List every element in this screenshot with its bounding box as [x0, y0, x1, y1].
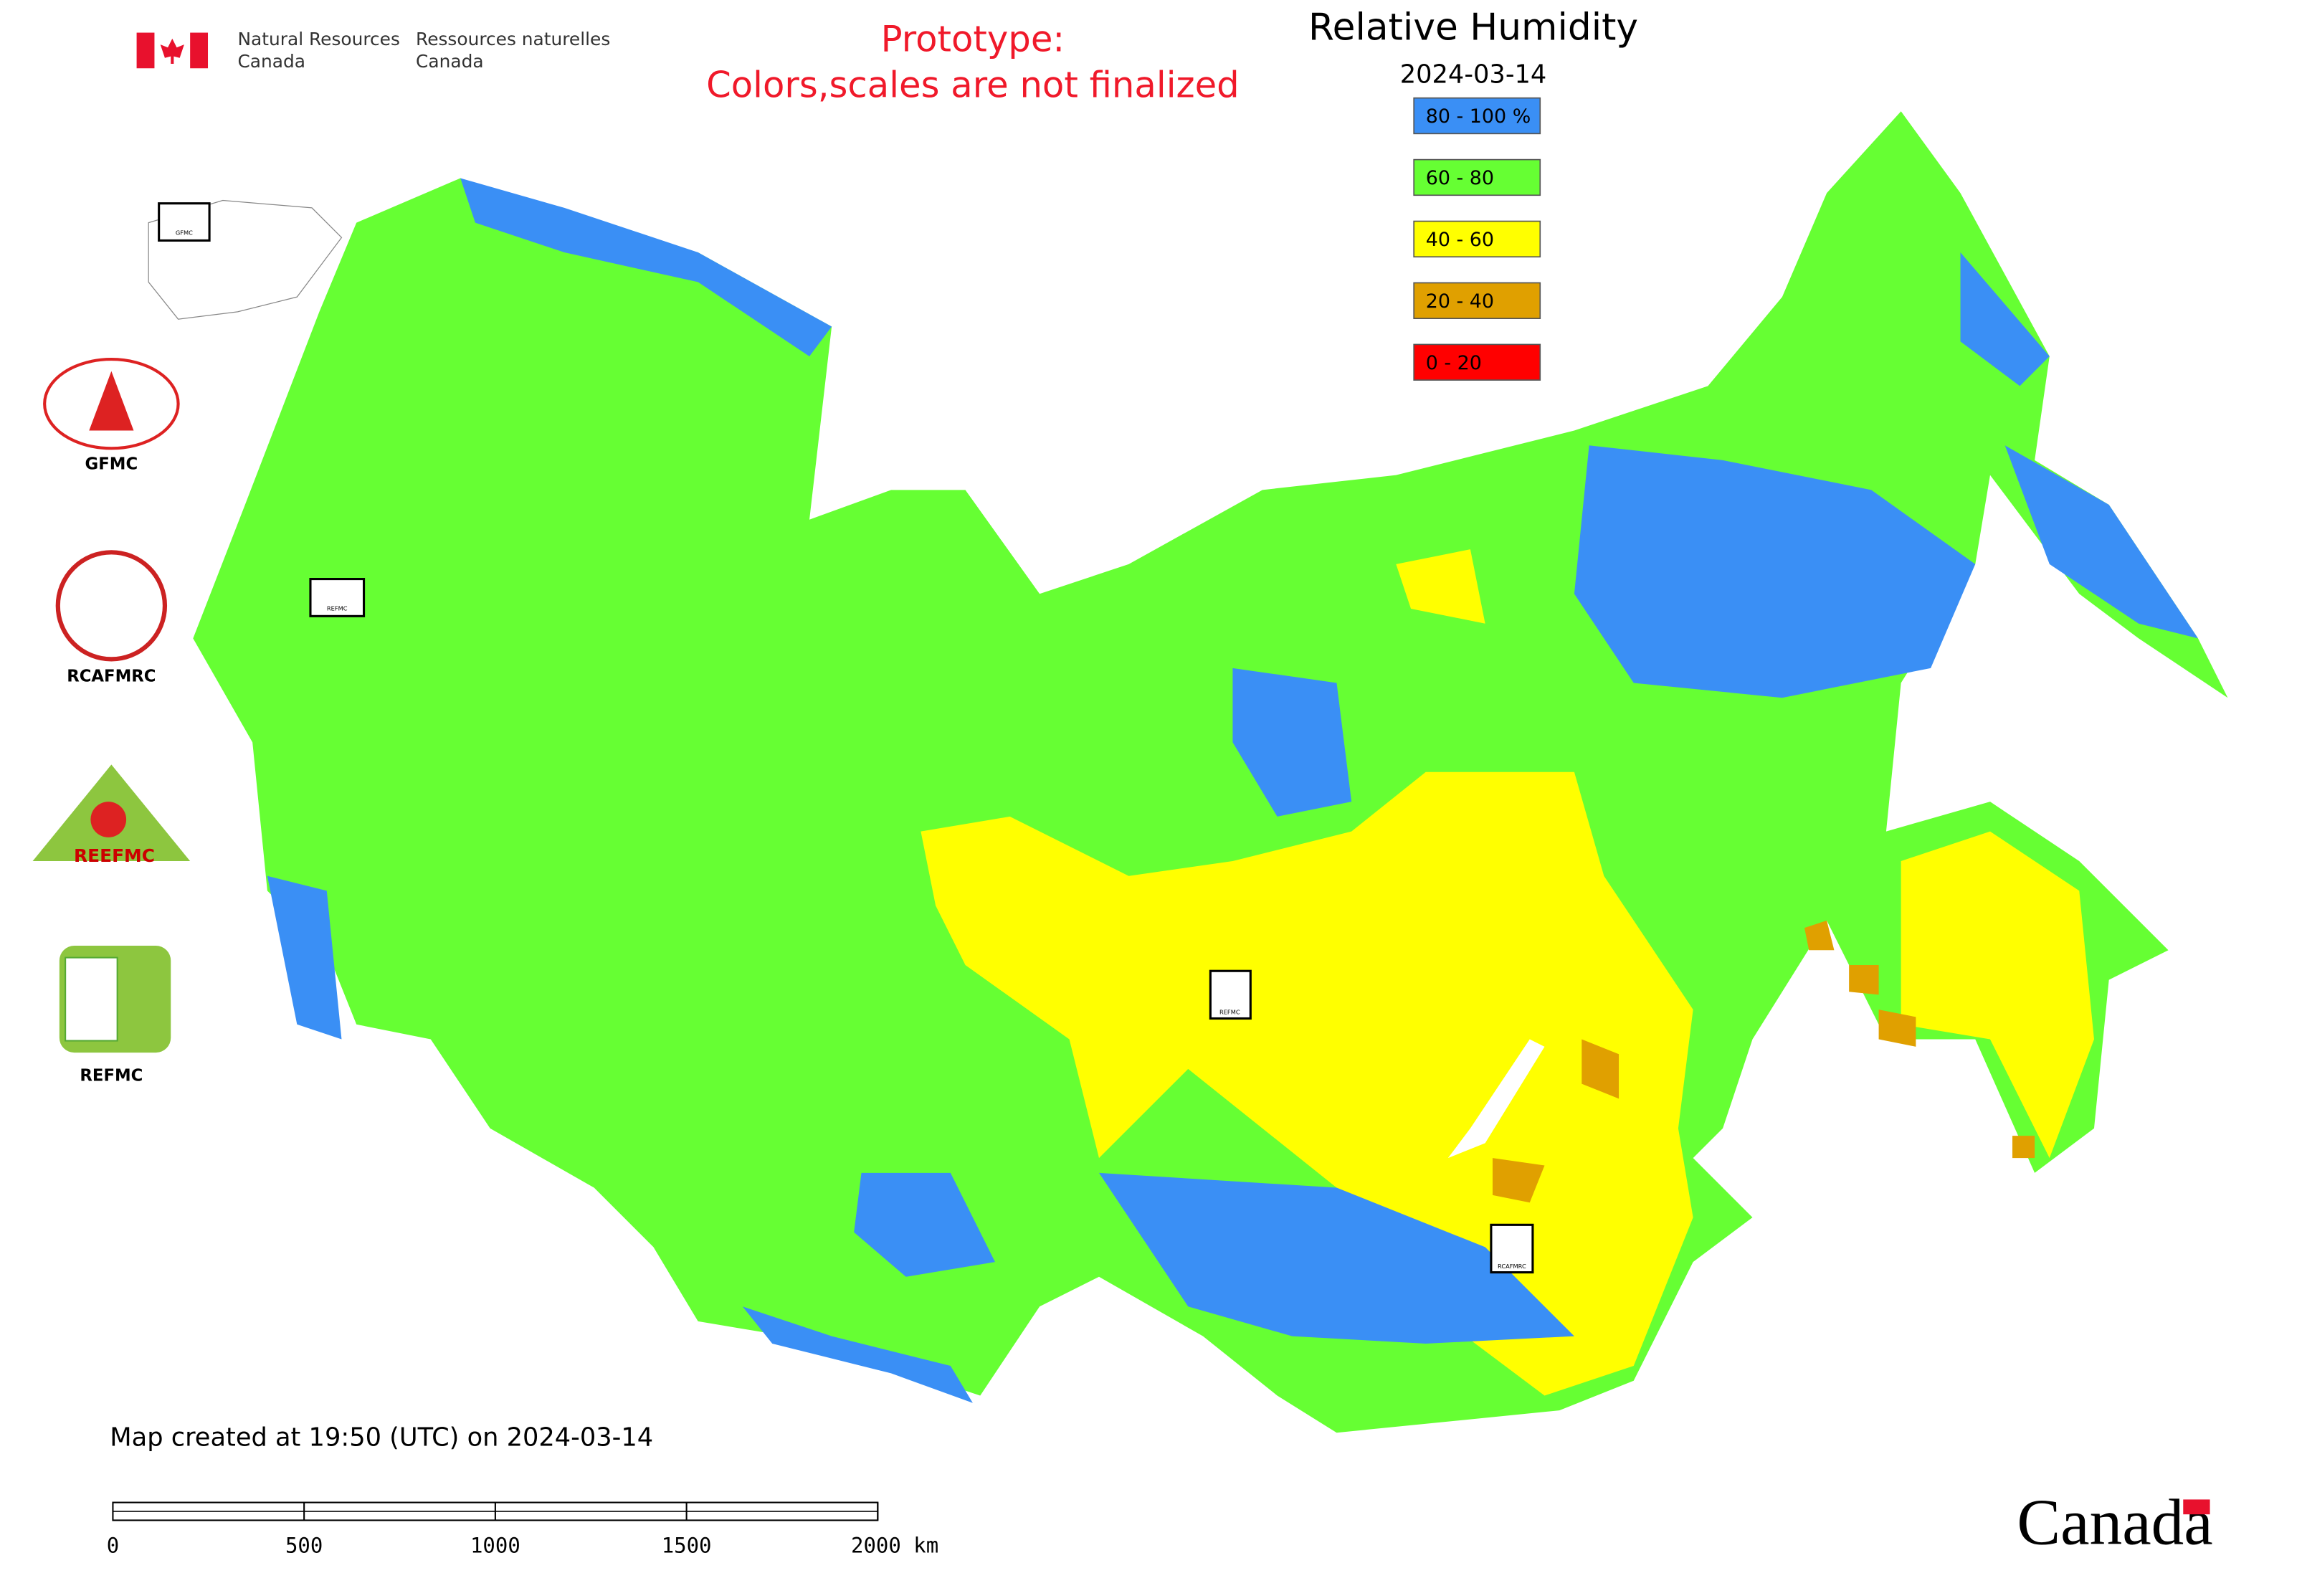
legend-swatch: [1413, 282, 1541, 319]
maple-leaf: [160, 38, 184, 65]
title: Relative Humidity: [1308, 6, 1638, 49]
marker: [309, 578, 366, 617]
legend-label: 40 - 60: [1426, 229, 1494, 251]
marker: [1209, 969, 1252, 1020]
logo-label: GFMC: [85, 455, 138, 474]
logo-label: REFMC: [80, 1067, 143, 1086]
notice: Colors,scales are not finalized: [706, 65, 1240, 106]
humidity-yellow: [921, 549, 2094, 1396]
nrcan-signature: Natural Resources Canada Ressources natu…: [136, 29, 610, 72]
agency-fr: Canada: [416, 51, 484, 72]
wordmark-flag: [2183, 1499, 2210, 1515]
flag-bar: [190, 32, 209, 69]
humidity-blue: [267, 178, 2198, 1403]
logos: GFMC RCAFMRC REEFMC REFMC: [32, 358, 191, 1086]
scale-bar: 0 500 1000 1500 2000 km: [107, 1501, 938, 1558]
logo-gfmc: [43, 358, 180, 450]
canada-wordmark: Canada: [2017, 1486, 2212, 1559]
agency-en: Canada: [237, 51, 305, 72]
marker: [1490, 1223, 1534, 1274]
land-outline: [148, 199, 343, 320]
legend-label: 20 - 40: [1426, 290, 1494, 313]
legend-label: 80 - 100 %: [1426, 105, 1531, 128]
created-note: Map created at 19:50 (UTC) on 2024-03-14: [110, 1423, 653, 1453]
marker-label: REFMC: [1219, 1009, 1240, 1016]
legend-swatch: [1413, 97, 1541, 135]
legend-label: 0 - 20: [1426, 352, 1482, 374]
legend-swatch: [1413, 158, 1541, 196]
flag-bar: [136, 32, 155, 69]
legend-label: 60 - 80: [1426, 167, 1494, 189]
notice: Prototype:: [881, 18, 1065, 60]
logo-flame: [89, 371, 134, 431]
agency-en: Natural Resources: [237, 29, 399, 49]
logo-label: RCAFMRC: [67, 668, 156, 686]
marker-label: GFMC: [176, 229, 193, 237]
marker-label: REFMC: [327, 604, 348, 612]
legend-swatch: [1413, 343, 1541, 381]
legend: 80 - 100 % 60 - 80 40 - 60 20 - 40 0 - 20: [1413, 97, 1541, 381]
scale-label: 0: [107, 1534, 119, 1558]
agency-fr: Ressources naturelles: [416, 29, 610, 49]
scale-label: 1000: [470, 1534, 520, 1558]
date: 2024-03-14: [1400, 60, 1547, 90]
scale-label: 500: [285, 1534, 323, 1558]
logo-flame: [90, 802, 127, 837]
map: [148, 111, 2228, 1433]
marker: [158, 202, 211, 242]
marker-label: RCAFMRC: [1498, 1263, 1526, 1270]
scale-label: 1500: [662, 1534, 712, 1558]
logo-refmc-stripes: [65, 956, 118, 1042]
logo-label: REEFMC: [74, 845, 155, 866]
humidity-green: [193, 111, 2228, 1433]
legend-swatch: [1413, 220, 1541, 258]
map-markers: GFMC REFMC REFMC RCAFMRC: [158, 202, 1534, 1274]
humidity-orange: [1492, 920, 2035, 1203]
logo-rcafmrc: [55, 550, 168, 662]
lake-baikal: [1447, 1039, 1545, 1159]
scale-label: 2000 km: [851, 1534, 938, 1558]
